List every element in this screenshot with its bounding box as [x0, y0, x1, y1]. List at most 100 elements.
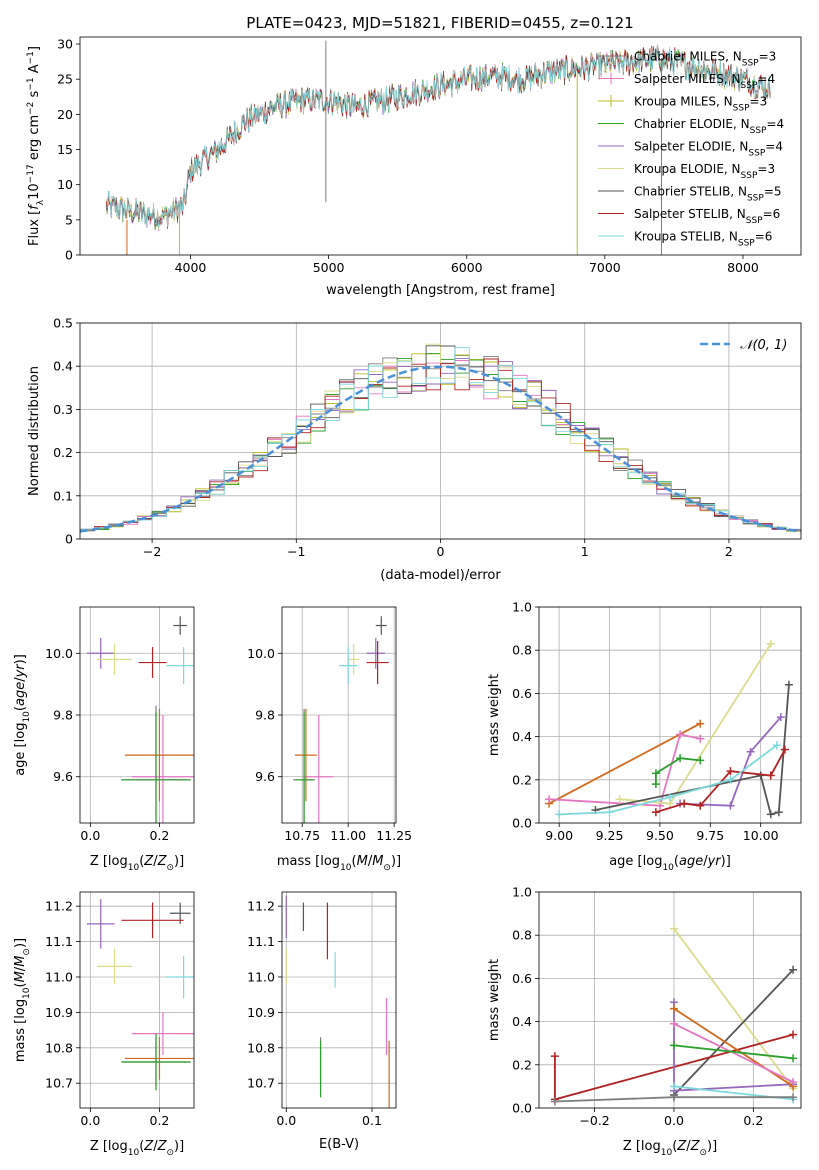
y-tick-label: 15 — [57, 142, 73, 157]
y-tick-label: 11.2 — [45, 899, 73, 914]
x-tick-label: 11.00 — [330, 828, 366, 843]
mass_vs_z-panel: 0.0 0.2 10.7 10.8 10.9 11.0 11.1 11.2 Z [log10(Z… — [13, 891, 195, 1158]
y-axis-label: Flux [fλ10−17 erg cm−2 s−1 A−1] — [26, 46, 46, 246]
legend-entry: Kroupa STELIB, NSSP=6 — [634, 230, 772, 249]
y-tick-label: 0.6 — [512, 686, 532, 701]
mass_vs_ebv-panel: 0.0 0.1 10.7 10.8 10.9 11.0 11.1 11.2 — [247, 891, 397, 1128]
x-tick-label: −2 — [143, 544, 161, 559]
y-tick-label: 25 — [57, 72, 73, 87]
legend-entry: Kroupa MILES, NSSP=3 — [634, 95, 767, 114]
x-axis-label: Z [log10(Z/Z⊙)] — [90, 1139, 184, 1158]
axes-frame — [79, 322, 802, 540]
residuals-panel: −2 −1 0 1 2 0 0.1 0.2 0.3 0.4 0.5 (data-model)/erro… — [27, 316, 802, 583]
legend-entry: Chabrier ELODIE, NSSP=4 — [634, 117, 784, 136]
y-tick-label: 10.9 — [247, 1005, 275, 1020]
mass-weight-series — [595, 684, 790, 816]
x-axis-label: age [log10(age/yr)] — [609, 854, 731, 873]
residual-histograms — [80, 343, 801, 534]
mass-weight-series — [549, 733, 701, 807]
y-tick-label: 0.0 — [512, 1101, 532, 1116]
mass-weight-series — [673, 928, 794, 1090]
figure-title: PLATE=0423, MJD=51821, FIBERID=0455, z=0… — [246, 14, 633, 32]
mass-weight-series — [548, 722, 701, 805]
x-tick-label: 0.1 — [362, 1113, 382, 1128]
legend-entry: 𝒩(0, 1) — [740, 338, 787, 353]
y-tick-label: 1.0 — [512, 600, 532, 615]
y-tick-label: 10.7 — [247, 1076, 275, 1091]
x-tick-label: 9.00 — [545, 828, 573, 843]
mass_weight_vs_age-panel: 9.00 9.25 9.50 9.75 10.00 0.0 0.2 0.4 0.6 0.8 1.0 a… — [487, 600, 802, 873]
gaussian-curve — [80, 365, 801, 533]
mass_weight_vs_z-panel: −0.2 0.0 0.2 0.0 0.2 0.4 0.6 0.8 1.0 Z [log10(Z/Z… — [487, 885, 802, 1158]
y-tick-label: 11.1 — [247, 934, 275, 949]
x-tick-label: 7000 — [589, 260, 621, 275]
x-tick-label: 10.75 — [284, 828, 320, 843]
x-axis-label: E(B-V) — [319, 1137, 359, 1152]
x-tick-label: 4000 — [175, 260, 207, 275]
axes-frame — [79, 36, 802, 256]
y-tick-label: 30 — [57, 37, 73, 52]
axes-frame — [538, 606, 802, 824]
legend-entry: Chabrier STELIB, NSSP=5 — [634, 185, 782, 204]
mass-weight-lines — [545, 639, 793, 819]
residuals-legend: 𝒩(0, 1) — [700, 338, 787, 353]
errorbar-points — [86, 899, 194, 1091]
x-tick-label: 0.0 — [664, 1113, 684, 1128]
y-tick-label: 0.2 — [512, 1057, 532, 1072]
residual-histogram — [80, 347, 801, 534]
age_vs_z-panel: 0.0 0.2 9.6 9.8 10.0 Z [log10(Z/Z⊙)] age [log1… — [13, 606, 195, 873]
mass-weight-series — [673, 1044, 794, 1060]
y-tick-label: 10.9 — [45, 1005, 73, 1020]
spectrum-panel: 4000 5000 6000 7000 8000 0 5 10 15 20 25 30 waveleng… — [26, 36, 802, 298]
y-axis-label: age [log10(age/yr)] — [13, 654, 32, 776]
x-tick-label: 0.0 — [80, 828, 100, 843]
x-tick-label: 0.0 — [80, 1113, 100, 1128]
legend-entry: Salpeter ELODIE, NSSP=4 — [634, 140, 783, 159]
y-tick-label: 5 — [65, 212, 73, 227]
y-tick-label: 10 — [57, 177, 73, 192]
axes-frame — [538, 891, 802, 1109]
x-axis-label: wavelength [Angstrom, rest frame] — [326, 283, 555, 298]
y-tick-label: 10.8 — [45, 1040, 73, 1055]
y-tick-label: 11.0 — [45, 969, 73, 984]
x-tick-label: 9.25 — [596, 828, 624, 843]
y-tick-label: 0.3 — [53, 402, 73, 417]
y-tick-label: 10.7 — [45, 1076, 73, 1091]
y-axis-label: Normed distribution — [27, 366, 42, 496]
y-tick-label: 9.8 — [53, 708, 73, 723]
axes-frame — [79, 606, 195, 824]
x-tick-label: 9.50 — [646, 828, 674, 843]
y-tick-label: 0.2 — [53, 445, 73, 460]
y-tick-label: 0.2 — [512, 772, 532, 787]
y-tick-label: 0.1 — [53, 488, 73, 503]
mass-weight-series — [655, 749, 786, 814]
errorbar-points — [293, 616, 389, 823]
spectrum-legend: Chabrier MILES, NSSP=3 Salpeter MILES, NS… — [598, 50, 784, 249]
x-axis-label: mass [log10(M/M⊙)] — [277, 854, 401, 873]
y-axis-label: mass [log10(M/M⊙)] — [13, 938, 32, 1062]
errorbar-points — [86, 616, 194, 823]
y-tick-label: 1.0 — [512, 885, 532, 900]
y-tick-label: 0.4 — [512, 1014, 532, 1029]
legend-entry: Kroupa ELODIE, NSSP=3 — [634, 162, 775, 181]
legend-entry: Chabrier MILES, NSSP=3 — [634, 50, 776, 69]
y-tick-label: 11.0 — [247, 969, 275, 984]
errorbar-points — [285, 895, 390, 1108]
x-tick-label: 0.0 — [276, 1113, 296, 1128]
legend-entry: Salpeter MILES, NSSP=4 — [634, 72, 775, 91]
y-axis-label: mass weight — [487, 674, 502, 756]
y-tick-label: 11.1 — [45, 934, 73, 949]
y-tick-label: 9.6 — [255, 769, 275, 784]
y-tick-label: 0.6 — [512, 971, 532, 986]
x-tick-label: 5000 — [313, 260, 345, 275]
y-tick-label: 10.8 — [247, 1040, 275, 1055]
x-axis-label: (data-model)/error — [380, 568, 501, 583]
mass-weight-series — [655, 757, 701, 785]
x-tick-label: 10.00 — [743, 828, 779, 843]
y-tick-label: 0.4 — [512, 729, 532, 744]
x-tick-label: 0.2 — [150, 828, 170, 843]
mass-weight-series — [673, 1007, 794, 1088]
axes-frame — [281, 606, 397, 824]
axes-frame — [79, 891, 195, 1109]
